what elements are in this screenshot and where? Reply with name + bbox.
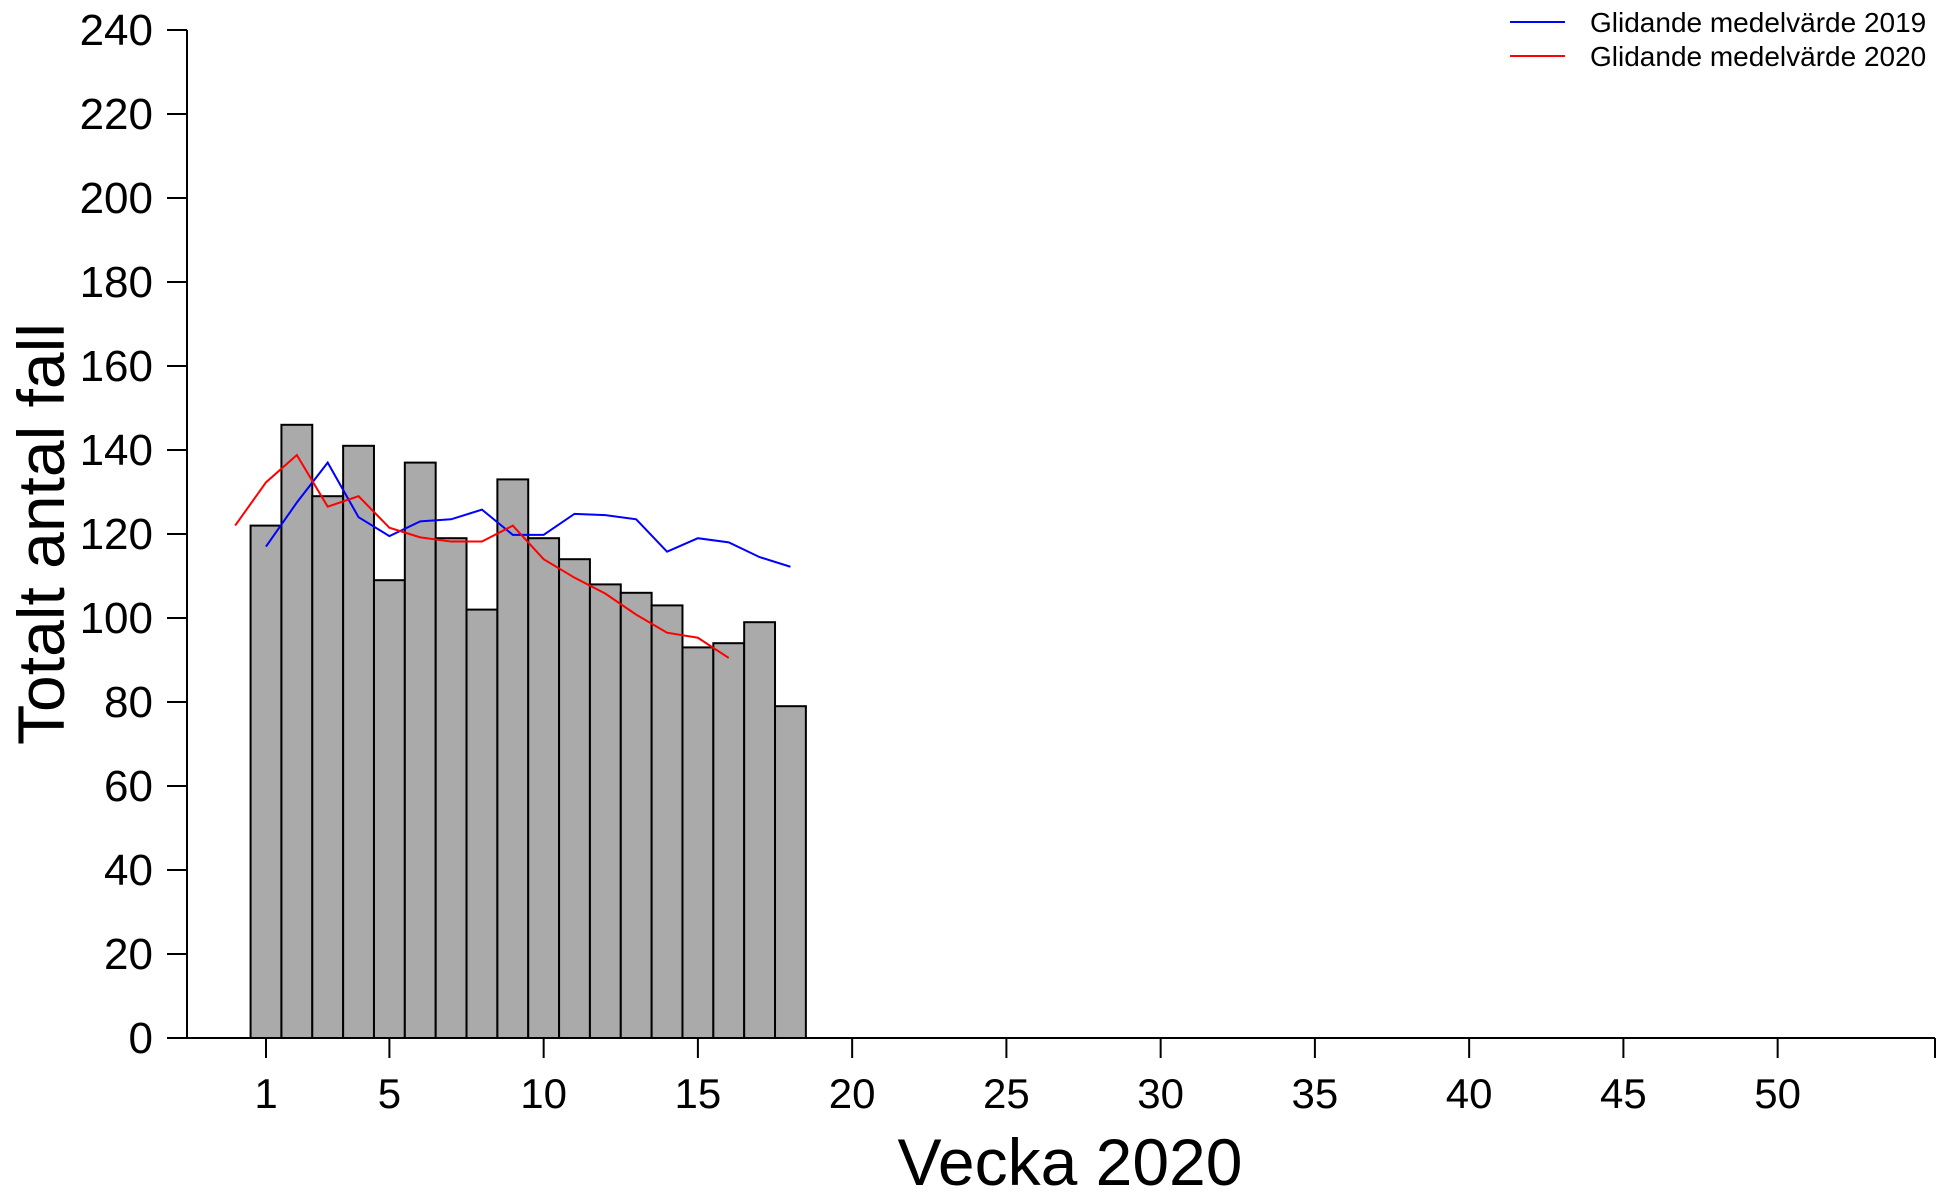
x-tick-label: 35 [1292,1070,1339,1117]
bar-week-8 [465,608,499,1039]
x-tick-label: 10 [520,1070,567,1117]
x-tick-label: 50 [1754,1070,1801,1117]
y-tick-label: 180 [80,258,153,307]
x-tick-label: 20 [829,1070,876,1117]
x-tick-label: 40 [1446,1070,1493,1117]
bar-week-18 [774,705,807,1039]
bar-week-6 [403,461,437,1040]
bar-week-5 [372,579,406,1039]
x-tick-label: 30 [1137,1070,1184,1117]
legend-label-1: Glidande medelvärde 2019 [1590,7,1926,38]
bar-week-9 [496,478,530,1039]
bar-week-17 [743,621,777,1039]
y-tick-label: 140 [80,426,153,475]
bar-week-2 [280,423,314,1039]
y-tick-label: 100 [80,594,153,643]
x-ticks: 1 5 10 15 20 25 30 35 40 45 50 [254,1038,1936,1117]
bar-week-13 [619,591,653,1039]
y-tick-label: 240 [80,6,153,55]
y-tick-label: 20 [104,930,153,979]
y-tick-label: 0 [129,1014,153,1063]
y-tick-label: 200 [80,174,153,223]
y-ticks: 0 20 40 60 80 100 120 140 160 180 200 220 240 [80,6,187,1063]
bar-week-16 [712,642,746,1039]
bar-week-11 [558,558,591,1039]
bars-group [249,423,807,1040]
x-tick-label: 25 [983,1070,1030,1117]
y-tick-label: 80 [104,678,153,727]
bar-week-12 [588,583,622,1040]
bar-week-3 [311,495,345,1039]
bar-week-14 [650,604,684,1040]
bar-week-7 [434,537,468,1039]
x-tick-label: 5 [378,1070,401,1117]
x-tick-label: 1 [254,1070,277,1117]
y-tick-label: 120 [80,510,153,559]
x-axis-label: Vecka 2020 [898,1125,1243,1194]
series-line-2 [234,453,730,659]
bar-week-1 [249,524,283,1039]
y-axis-label: Totalt antal fall [4,323,78,745]
lines-group [234,453,791,659]
bar-week-4 [342,444,375,1039]
series-line-1 [265,460,791,568]
y-tick-label: 40 [104,846,153,895]
x-tick-label: 15 [675,1070,722,1117]
y-tick-label: 60 [104,762,153,811]
legend-label-2: Glidande medelvärde 2020 [1590,41,1926,72]
bar-week-10 [527,537,561,1039]
x-tick-label: 45 [1600,1070,1647,1117]
y-tick-label: 220 [80,90,153,139]
bar-week-15 [681,646,715,1040]
y-tick-label: 160 [80,342,153,391]
